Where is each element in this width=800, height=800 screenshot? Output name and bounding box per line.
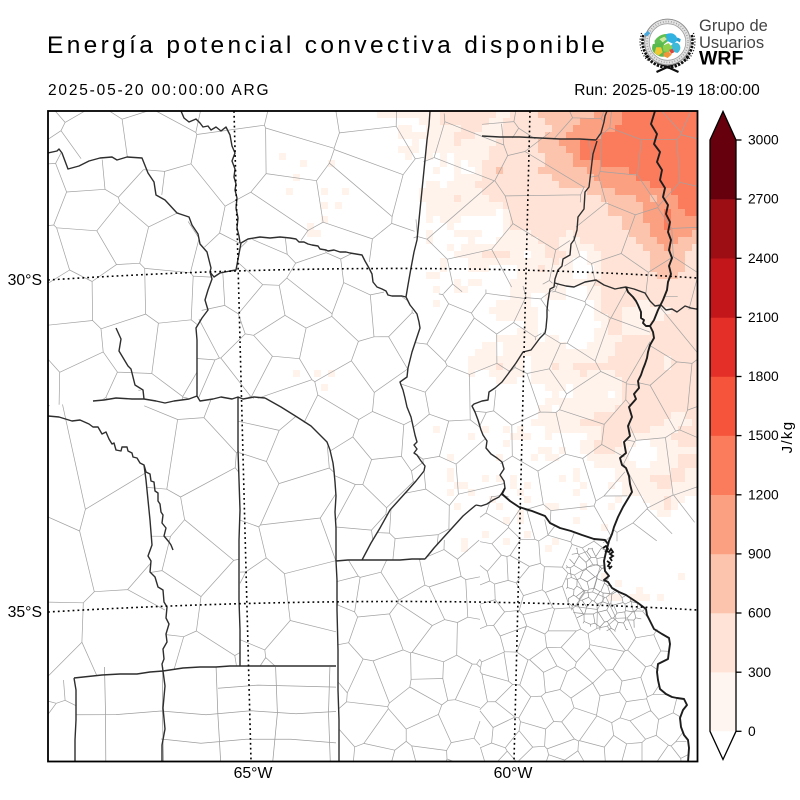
- svg-text:600: 600: [748, 606, 771, 621]
- svg-text:J/kg: J/kg: [779, 421, 796, 454]
- svg-text:1800: 1800: [748, 369, 779, 384]
- svg-text:Grupo de: Grupo de: [699, 17, 768, 35]
- svg-text:65°W: 65°W: [234, 765, 273, 782]
- svg-text:30°S: 30°S: [8, 272, 42, 289]
- svg-text:Energía potencial convectiva d: Energía potencial convectiva disponible: [47, 32, 608, 59]
- svg-text:2400: 2400: [748, 251, 779, 266]
- svg-text:2025-05-20 00:00:00 ARG: 2025-05-20 00:00:00 ARG: [48, 82, 270, 99]
- svg-text:2100: 2100: [748, 310, 779, 325]
- svg-text:60°W: 60°W: [494, 765, 533, 782]
- svg-text:1500: 1500: [748, 428, 779, 443]
- svg-text:WRF: WRF: [699, 48, 743, 70]
- svg-text:Run: 2025-05-19 18:00:00: Run: 2025-05-19 18:00:00: [574, 82, 760, 99]
- svg-text:Usuarios: Usuarios: [699, 34, 764, 52]
- svg-text:0: 0: [748, 724, 756, 739]
- svg-text:3000: 3000: [748, 133, 779, 148]
- svg-text:35°S: 35°S: [8, 604, 42, 621]
- svg-text:2700: 2700: [748, 192, 779, 207]
- svg-text:900: 900: [748, 547, 771, 562]
- svg-text:1200: 1200: [748, 487, 779, 502]
- svg-text:300: 300: [748, 665, 771, 680]
